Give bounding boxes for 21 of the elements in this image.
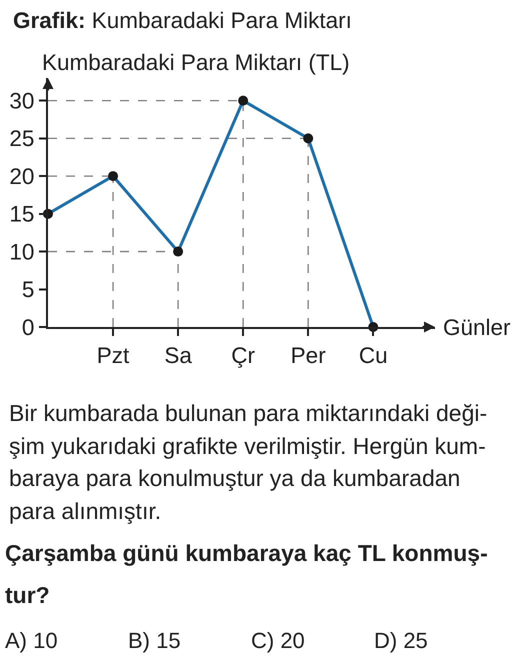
y-tick-label: 0 [22, 314, 34, 340]
y-axis-title: Kumbaradaki Para Miktarı (TL) [42, 50, 350, 75]
x-tick-label: Cu [358, 343, 388, 368]
x-tick-label: Pzt [96, 343, 130, 368]
x-tick-label: Per [290, 343, 326, 368]
y-tick-label: 20 [9, 164, 34, 189]
text: A) 10 [5, 628, 58, 653]
x-tick-label: Çr [231, 343, 256, 368]
text: C) 20 [251, 628, 305, 653]
x-tick-label: Sa [164, 343, 192, 368]
y-tick-label: 15 [9, 202, 34, 227]
text: Çarşamba günü kumbaraya kaç TL konmuş- tur? [5, 540, 488, 608]
y-tick-label: 30 [9, 88, 34, 114]
text: Bir kumbarada bulunan para miktarındaki deği- şim yukarıdaki grafikte verilmiştir. Hergün kum- baraya para konulmuştur ya da kumbaradan para alınmıştır. [9, 400, 488, 524]
y-tick-label: 10 [9, 239, 34, 264]
x-axis-title: Günler [443, 315, 512, 340]
y-tick-label: 25 [9, 126, 34, 152]
text: D) 25 [374, 628, 428, 653]
chart-title: Grafik: Kumbaradaki Para Miktarı [13, 8, 352, 33]
text: B) 15 [128, 628, 181, 653]
y-tick-label: 5 [22, 277, 34, 302]
